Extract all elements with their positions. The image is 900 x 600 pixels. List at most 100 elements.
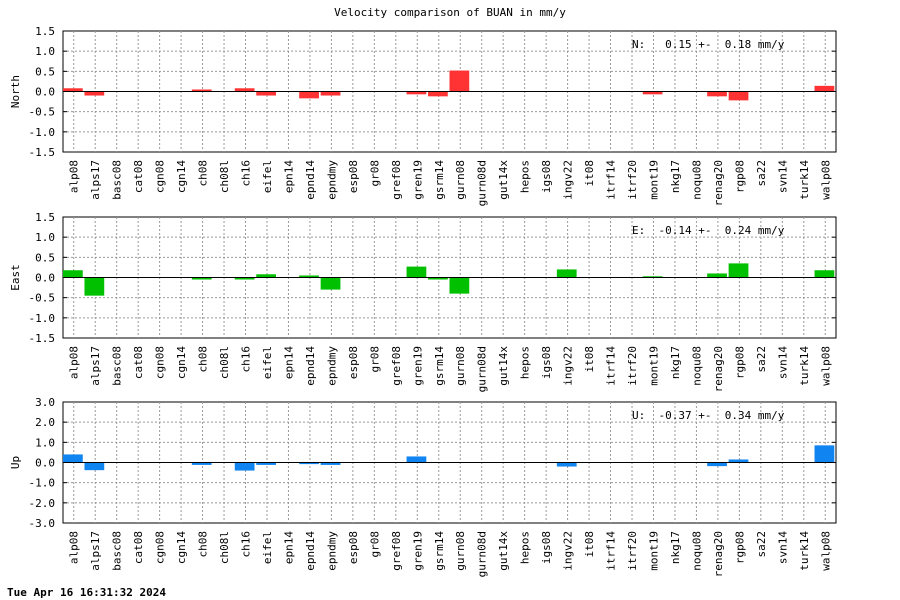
y-tick-label: 3.0 — [35, 396, 55, 409]
bar-ch08 — [191, 462, 212, 465]
x-tick-label: gr08 — [368, 346, 381, 373]
y-tick-label: -2.0 — [29, 497, 56, 510]
x-tick-label: gurn08 — [454, 160, 467, 200]
x-tick-label: gut14x — [497, 160, 510, 200]
y-tick-label: 2.0 — [35, 416, 55, 429]
x-tick-label: gref08 — [390, 160, 403, 200]
x-tick-label: gurn08 — [454, 346, 467, 386]
x-tick-label: eifel — [261, 346, 274, 379]
bar-epnd14 — [299, 462, 319, 465]
x-tick-label: gurn08d — [476, 531, 489, 577]
x-tick-label: ch08l — [218, 346, 231, 379]
x-tick-label: alp08 — [68, 160, 81, 193]
bar-renag20 — [707, 462, 727, 467]
bar-walp08 — [814, 85, 835, 92]
x-tick-label: itrf20 — [626, 531, 639, 571]
x-tick-label: basc08 — [111, 346, 124, 386]
x-tick-label: gsrm14 — [433, 160, 446, 200]
x-tick-label: hepos — [519, 531, 532, 564]
x-tick-label: epnd14 — [304, 531, 317, 571]
x-tick-label: gr08 — [368, 160, 381, 187]
bar-gren19 — [406, 266, 427, 278]
x-tick-label: ch16 — [240, 160, 253, 187]
y-tick-label: 0.0 — [35, 272, 55, 285]
x-tick-label: cgn08 — [154, 160, 167, 193]
x-tick-label: nkg17 — [669, 531, 682, 564]
x-tick-label: cgn14 — [175, 346, 188, 379]
bar-walp08 — [814, 445, 835, 463]
x-tick-label: hepos — [519, 346, 532, 379]
y-axis-label: East — [9, 264, 22, 291]
bar-epndmy — [320, 462, 341, 465]
y-axis-label: Up — [9, 456, 22, 469]
x-tick-label: eifel — [261, 160, 274, 193]
x-tick-label: ch16 — [240, 531, 253, 558]
x-tick-label: itrf14 — [605, 160, 618, 200]
y-axis-label: North — [9, 75, 22, 108]
x-tick-label: nkg17 — [669, 160, 682, 193]
x-tick-label: gren19 — [411, 531, 424, 571]
x-tick-label: gren19 — [411, 160, 424, 200]
bar-alp08 — [63, 88, 83, 92]
x-tick-label: sa22 — [755, 531, 768, 558]
y-tick-label: -0.5 — [29, 106, 56, 119]
x-tick-label: noqu08 — [690, 346, 703, 386]
x-tick-label: ingv22 — [562, 346, 575, 386]
bar-mont19 — [642, 276, 663, 278]
x-tick-label: gurn08d — [476, 346, 489, 392]
bar-epndmy — [320, 277, 341, 290]
x-tick-label: basc08 — [111, 160, 124, 200]
x-tick-label: epnd14 — [304, 160, 317, 200]
y-tick-label: 0.0 — [35, 457, 55, 470]
y-tick-label: 1.5 — [35, 211, 55, 224]
bar-ch16 — [234, 277, 255, 280]
y-tick-label: -0.5 — [29, 292, 56, 305]
y-tick-label: 1.5 — [35, 25, 55, 38]
x-tick-label: basc08 — [111, 531, 124, 571]
x-tick-label: esp08 — [347, 346, 360, 379]
x-tick-label: esp08 — [347, 531, 360, 564]
y-tick-label: 1.0 — [35, 45, 55, 58]
x-tick-label: gref08 — [390, 531, 403, 571]
bar-renag20 — [707, 273, 727, 278]
bar-ch08 — [191, 89, 212, 92]
x-tick-label: cgn14 — [175, 531, 188, 564]
panel-north: 1.5 1.0 0.5 0.0 -0.5 -1.0 -1.5 alp08 alps17 basc0… — [9, 25, 837, 206]
bar-eifel — [256, 91, 277, 96]
x-tick-label: epn14 — [282, 346, 295, 379]
x-tick-label: walp08 — [819, 531, 832, 571]
x-tick-label: hepos — [519, 160, 532, 193]
x-tick-label: cat08 — [132, 531, 145, 564]
x-tick-label: mont19 — [647, 160, 660, 200]
x-tick-label: ch08 — [197, 160, 210, 187]
x-tick-label: itrf14 — [605, 531, 618, 571]
x-tick-label: sa22 — [755, 346, 768, 373]
x-tick-label: nkg17 — [669, 346, 682, 379]
x-tick-label: itrf14 — [605, 346, 618, 386]
x-tick-label: esp08 — [347, 160, 360, 193]
x-tick-label: cgn08 — [154, 346, 167, 379]
x-tick-label: igs08 — [540, 531, 553, 564]
x-tick-label: turk14 — [798, 531, 811, 571]
x-tick-label: gr08 — [368, 531, 381, 558]
x-tick-label: cgn08 — [154, 531, 167, 564]
stats-annotation: E: -0.14 +- 0.24 mm/y — [632, 224, 785, 237]
x-tick-label: sa22 — [755, 160, 768, 187]
x-tick-label: gut14x — [497, 346, 510, 386]
x-tick-label: igs08 — [540, 346, 553, 379]
x-tick-label: svn14 — [776, 346, 789, 379]
x-tick-label: ch08l — [218, 531, 231, 564]
y-tick-label: 1.0 — [35, 436, 55, 449]
bar-mont19 — [642, 91, 663, 95]
x-tick-label: gurn08 — [454, 531, 467, 571]
x-tick-label: ch08 — [197, 531, 210, 558]
x-tick-label: igs08 — [540, 160, 553, 193]
x-tick-label: gref08 — [390, 346, 403, 386]
bar-alp08 — [63, 270, 83, 278]
x-tick-label: epndmy — [325, 346, 338, 386]
bar-eifel — [256, 462, 277, 465]
x-tick-label: ch08 — [197, 346, 210, 373]
x-tick-label: gurn08d — [476, 160, 489, 206]
x-tick-label: itrf20 — [626, 160, 639, 200]
y-tick-label: 0.5 — [35, 65, 55, 78]
